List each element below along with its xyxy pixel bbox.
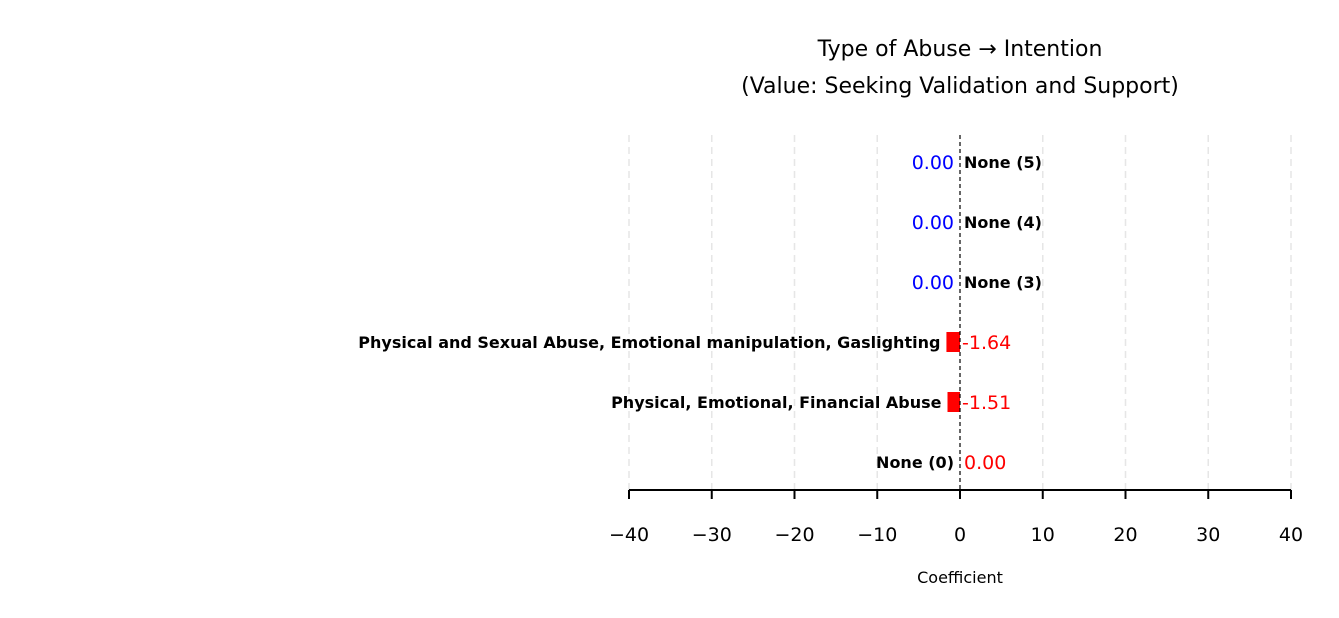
x-axis-label: Coefficient	[917, 568, 1003, 587]
chart-title-line2: (Value: Seeking Validation and Support)	[741, 74, 1179, 99]
labels: None (5) 0.00 None (4) 0.00 None (3) 0.00 Phys…	[358, 152, 1042, 474]
x-tick-label: 40	[1279, 524, 1303, 546]
x-tick-label: 30	[1196, 524, 1220, 546]
value-label: 0.00	[912, 152, 954, 174]
x-tick-label: 20	[1113, 524, 1137, 546]
x-tick-label: −30	[692, 524, 732, 546]
category-label: Physical, Emotional, Financial Abuse	[611, 393, 942, 412]
x-axis: −40 −30 −20 −10 0 10 20 30 40	[609, 489, 1303, 546]
category-label: None (5)	[964, 153, 1042, 172]
x-tick-label: −20	[774, 524, 814, 546]
category-label: None (0)	[876, 453, 954, 472]
bar	[947, 392, 960, 412]
x-tick-label: −10	[857, 524, 897, 546]
value-label: 0.00	[912, 212, 954, 234]
x-tick-label: −40	[609, 524, 649, 546]
x-tick-label: 10	[1031, 524, 1055, 546]
value-label: -1.64	[962, 332, 1011, 354]
value-label: 0.00	[912, 272, 954, 294]
category-label: None (3)	[964, 273, 1042, 292]
category-label: None (4)	[964, 213, 1042, 232]
value-label: 0.00	[964, 452, 1006, 474]
value-label: -1.51	[962, 392, 1011, 414]
bars	[946, 332, 960, 412]
category-label: Physical and Sexual Abuse, Emotional man…	[358, 333, 940, 352]
x-tick-label: 0	[954, 524, 966, 546]
chart-title-line1: Type of Abuse → Intention	[817, 37, 1103, 62]
bar	[946, 332, 960, 352]
